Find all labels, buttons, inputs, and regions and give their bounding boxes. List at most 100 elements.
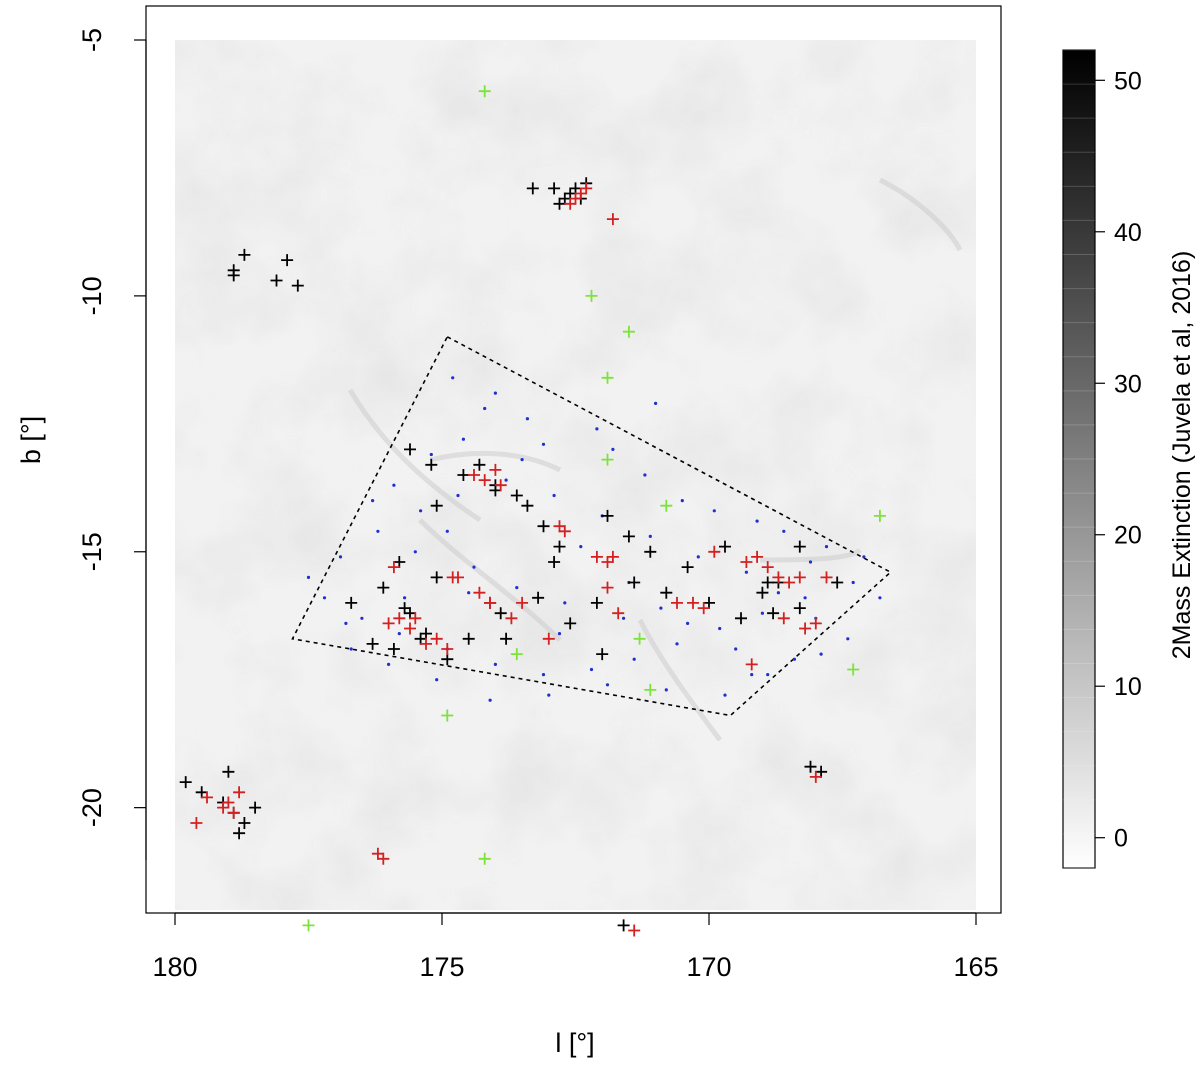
data-point-plus	[601, 371, 614, 384]
data-point-plus	[601, 581, 614, 594]
y-tick-label: -10	[77, 276, 107, 315]
data-point-dot	[712, 509, 716, 513]
data-point-plus	[697, 602, 710, 615]
data-point-dot	[547, 693, 551, 697]
data-point-dot	[520, 458, 524, 462]
region-outline	[291, 335, 892, 717]
data-point-plus	[606, 550, 619, 563]
data-point-plus	[622, 325, 635, 338]
data-point-plus	[761, 561, 774, 574]
data-point-plus	[777, 612, 790, 625]
data-point-dot	[456, 493, 460, 498]
data-point-plus	[873, 509, 886, 522]
data-point-dot	[744, 570, 749, 574]
data-point-dot	[461, 437, 465, 441]
data-point-plus	[516, 596, 529, 609]
colorbar-tick-label: 20	[1114, 522, 1142, 550]
data-point-plus	[468, 469, 480, 481]
data-point-plus	[238, 817, 251, 829]
data-point-plus	[660, 499, 673, 512]
data-point-dot	[467, 591, 471, 595]
data-point-plus	[302, 919, 315, 932]
data-point-dot	[376, 529, 380, 533]
data-point-dot	[419, 509, 423, 513]
series-0	[306, 376, 882, 702]
data-point-plus	[745, 658, 758, 671]
data-point-dot	[429, 452, 433, 457]
data-point-dot	[878, 596, 882, 600]
data-point-dot	[541, 442, 546, 446]
data-point-plus	[382, 617, 395, 630]
data-point-plus	[430, 571, 443, 584]
data-point-dot	[664, 688, 668, 692]
data-point-plus	[179, 776, 192, 789]
data-point-plus	[462, 632, 475, 645]
data-point-plus	[500, 632, 513, 645]
data-point-plus	[404, 622, 416, 635]
data-point-dot	[525, 417, 530, 421]
data-point-dot	[397, 632, 401, 636]
data-point-plus	[660, 586, 673, 599]
data-point-plus	[590, 596, 603, 609]
data-point-dot	[675, 642, 679, 646]
data-point-plus	[377, 852, 390, 865]
data-point-dot	[632, 657, 636, 661]
data-point-plus	[404, 443, 416, 456]
data-point-plus	[633, 632, 646, 645]
data-point-dot	[322, 596, 327, 600]
data-point-plus	[484, 596, 497, 609]
data-point-dot	[659, 606, 663, 610]
data-point-plus	[409, 612, 422, 625]
data-point-dot	[504, 478, 508, 482]
data-point-plus	[393, 556, 406, 568]
data-point-plus	[564, 187, 577, 200]
data-point-plus	[751, 550, 764, 563]
data-point-dot	[803, 596, 807, 600]
data-point-plus	[393, 612, 406, 625]
data-point-dot	[824, 545, 829, 549]
data-point-dot	[387, 662, 391, 667]
data-point-plus	[783, 576, 796, 589]
data-point-plus	[580, 182, 593, 195]
data-point-plus	[708, 545, 721, 558]
data-point-plus	[489, 463, 502, 476]
x-tick-label: 165	[953, 952, 998, 982]
data-point-plus	[473, 458, 486, 471]
data-point-dot	[766, 673, 770, 677]
y-tick-label: -20	[77, 788, 107, 827]
data-point-dot	[595, 427, 599, 431]
data-point-plus	[799, 622, 812, 635]
data-point-plus	[441, 653, 454, 666]
data-point-plus	[681, 561, 694, 574]
data-point-dot	[483, 406, 487, 411]
data-point-plus	[772, 571, 785, 584]
data-point-plus	[420, 627, 432, 640]
data-point-plus	[564, 197, 577, 210]
data-point-dot	[792, 657, 797, 661]
colorbar-tick-label: 30	[1114, 370, 1142, 398]
data-point-dot	[734, 647, 738, 651]
colorbar-ticks: 0 10 20 30 40 50	[1063, 49, 1142, 869]
data-point-dot	[696, 555, 700, 559]
data-point-plus	[532, 591, 545, 604]
data-point-plus	[548, 182, 561, 195]
data-point-dot	[605, 683, 610, 687]
data-point-plus	[441, 643, 454, 655]
data-point-plus	[457, 469, 470, 481]
data-point-dot	[403, 596, 407, 600]
data-point-plus	[510, 648, 523, 661]
y-axis-label: b [°]	[16, 416, 46, 464]
data-point-plus	[847, 663, 860, 676]
data-point-dot	[862, 555, 866, 559]
data-point-plus	[569, 182, 582, 195]
data-point-plus	[601, 453, 614, 466]
x-axis: 180 175 170 165	[152, 912, 999, 982]
data-point-plus	[617, 919, 630, 932]
data-point-plus	[756, 586, 769, 599]
source-markers	[179, 85, 886, 937]
data-point-dot	[349, 647, 353, 651]
data-point-dot	[392, 483, 396, 487]
data-point-plus	[644, 683, 657, 696]
data-point-dot	[557, 632, 562, 636]
